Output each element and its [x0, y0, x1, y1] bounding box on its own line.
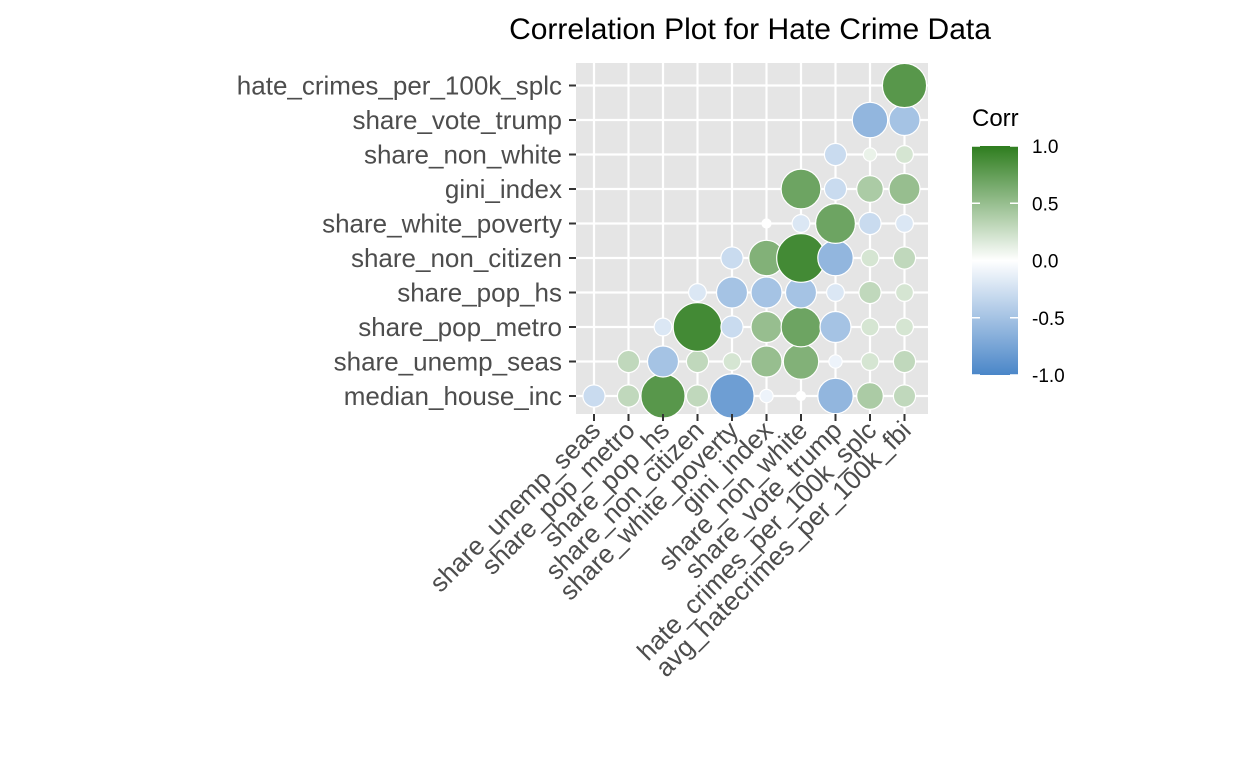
corr-circle [791, 214, 811, 234]
y-tick-label: share_vote_trump [352, 105, 562, 135]
corr-circle [851, 101, 889, 139]
corr-circle [828, 354, 843, 369]
corr-circle [894, 214, 914, 234]
corr-circle [780, 306, 822, 348]
y-tick-label: share_pop_metro [358, 312, 562, 342]
corr-circle [685, 349, 710, 374]
corr-circle [616, 384, 641, 408]
corr-circle [722, 352, 742, 372]
corr-circle [888, 103, 921, 137]
corr-circle [672, 302, 723, 352]
corr-circle [894, 283, 914, 303]
legend-tick-label: 1.0 [1032, 137, 1058, 158]
plot-panel [576, 62, 928, 419]
corr-circle [856, 382, 884, 410]
y-tick-label: share_non_white [364, 140, 562, 170]
corr-circle [780, 168, 822, 210]
legend-tick-label: -1.0 [1032, 366, 1065, 387]
corr-circle [687, 283, 707, 303]
y-tick-label: share_pop_hs [397, 278, 562, 308]
corr-circle [616, 349, 641, 374]
corr-circle [892, 384, 917, 408]
corr-circle [819, 310, 852, 344]
legend-tick-label: -0.5 [1032, 309, 1065, 330]
corr-circle [759, 388, 774, 404]
legend: Corr 1.0 0.5 0.0 -0.5 -1.0 [972, 105, 1065, 387]
corr-circle [858, 211, 882, 236]
corr-circle [856, 175, 884, 203]
corr-circle [892, 349, 917, 374]
corr-circle [860, 352, 880, 372]
corr-circle [858, 280, 882, 305]
corr-circle [782, 343, 820, 380]
y-tick-label: median_house_inc [344, 381, 562, 411]
y-tick-label: share_unemp_seas [334, 347, 562, 377]
corr-circle [823, 142, 848, 167]
corr-circle [795, 390, 807, 402]
corr-circle [750, 345, 783, 378]
y-axis: median_house_inc share_unemp_seas share_po… [237, 71, 576, 411]
corr-circle [894, 145, 914, 165]
y-tick-label: share_white_poverty [322, 209, 562, 239]
corr-circle [582, 384, 606, 408]
corr-circle [814, 203, 856, 245]
corr-circle [709, 373, 755, 419]
corr-circle [817, 239, 854, 277]
corr-circle [720, 246, 744, 270]
corr-circle [860, 317, 880, 337]
legend-tick-label: 0.0 [1032, 252, 1058, 273]
corr-circle [894, 317, 914, 337]
corr-circle [750, 310, 783, 344]
correlation-circles [582, 62, 928, 419]
legend-tick-label: 0.5 [1032, 194, 1058, 215]
corr-circle [825, 283, 845, 303]
corr-circle [817, 377, 854, 415]
corr-circle [750, 276, 783, 309]
corr-circle [881, 62, 928, 109]
y-tick-label: gini_index [445, 174, 562, 204]
legend-title: Corr [972, 105, 1019, 132]
corr-circle [653, 317, 673, 337]
corr-circle [720, 315, 744, 339]
y-tick-label: share_non_citizen [351, 243, 562, 273]
corr-circle [860, 248, 880, 268]
corr-circle [862, 147, 878, 162]
corr-circle [646, 345, 680, 378]
corr-circle [888, 172, 921, 206]
corr-circle [685, 384, 710, 408]
corr-circle [715, 276, 749, 309]
x-axis: share_unemp_seasshare_pop_metroshare_pop… [424, 414, 917, 683]
corr-circle [761, 218, 772, 229]
chart-title: Correlation Plot for Hate Crime Data [509, 13, 991, 46]
corr-circle [640, 373, 686, 419]
corr-circle [823, 177, 848, 201]
corr-circle [892, 246, 917, 270]
y-tick-label: hate_crimes_per_100k_splc [237, 71, 562, 101]
